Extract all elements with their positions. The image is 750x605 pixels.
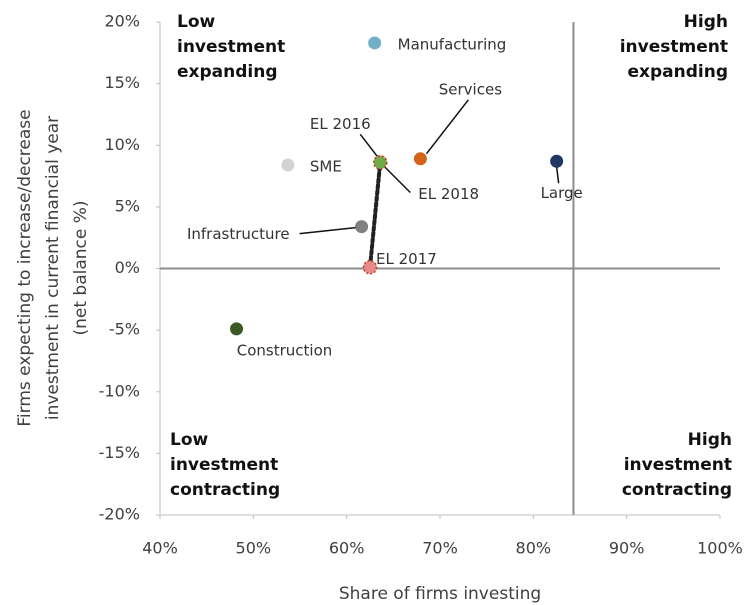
data-point [230,322,244,336]
leader-line [384,166,411,194]
point-label: EL 2017 [376,250,437,268]
y-tick-label: 5% [115,196,140,215]
y-tick-label: 20% [104,12,140,31]
y-axis-title: (net balance %) [71,200,91,335]
x-tick-label: 60% [329,539,365,558]
quadrant-label: Low [170,430,209,450]
quadrant-label: investment [170,455,278,475]
quadrant-label: contracting [170,480,280,500]
y-axis-title: investment in current financial year [43,116,63,420]
quadrant-label: investment [620,37,728,57]
y-tick-label: -5% [109,320,140,339]
leader-line [555,167,560,184]
point-label: Services [439,80,502,98]
x-tick-label: 90% [609,539,645,558]
data-point [550,154,564,168]
point-label: EL 2018 [418,185,479,203]
y-tick-label: 10% [104,135,140,154]
x-tick-label: 40% [142,539,178,558]
quadrant-label: High [684,12,728,32]
point-label: Large [541,184,583,202]
point-label: EL 2016 [310,115,371,133]
x-axis-title: Share of firms investing [339,584,541,604]
quadrant-label: Low [177,12,216,32]
data-point [413,152,427,166]
y-tick-label: -20% [99,505,140,524]
data-point [281,158,295,172]
quadrant-label: investment [177,37,285,57]
point-label: Construction [237,341,333,359]
leader-line [425,99,469,155]
y-tick-label: -15% [99,443,140,462]
data-point [355,220,369,234]
y-tick-label: 15% [104,73,140,92]
x-tick-label: 50% [236,539,272,558]
quadrant-label: contracting [622,480,732,500]
y-tick-label: -10% [99,381,140,400]
x-tick-label: 100% [697,539,743,558]
data-point [368,36,382,50]
leader-line [359,133,378,157]
y-tick-label: 0% [115,258,140,277]
quadrant-label: expanding [177,62,278,82]
data-point [362,260,378,275]
quadrant-label: investment [624,455,732,475]
point-label: Infrastructure [187,225,290,243]
point-label: SME [310,157,342,175]
quadrant-label: High [688,430,732,450]
y-axis-title: Firms expecting to increase/decrease [15,109,35,426]
x-tick-label: 80% [516,539,552,558]
point-label: Manufacturing [398,35,507,53]
x-tick-label: 70% [422,539,458,558]
quadrant-label: expanding [627,62,728,82]
data-point [373,155,388,170]
leader-line [299,226,356,235]
